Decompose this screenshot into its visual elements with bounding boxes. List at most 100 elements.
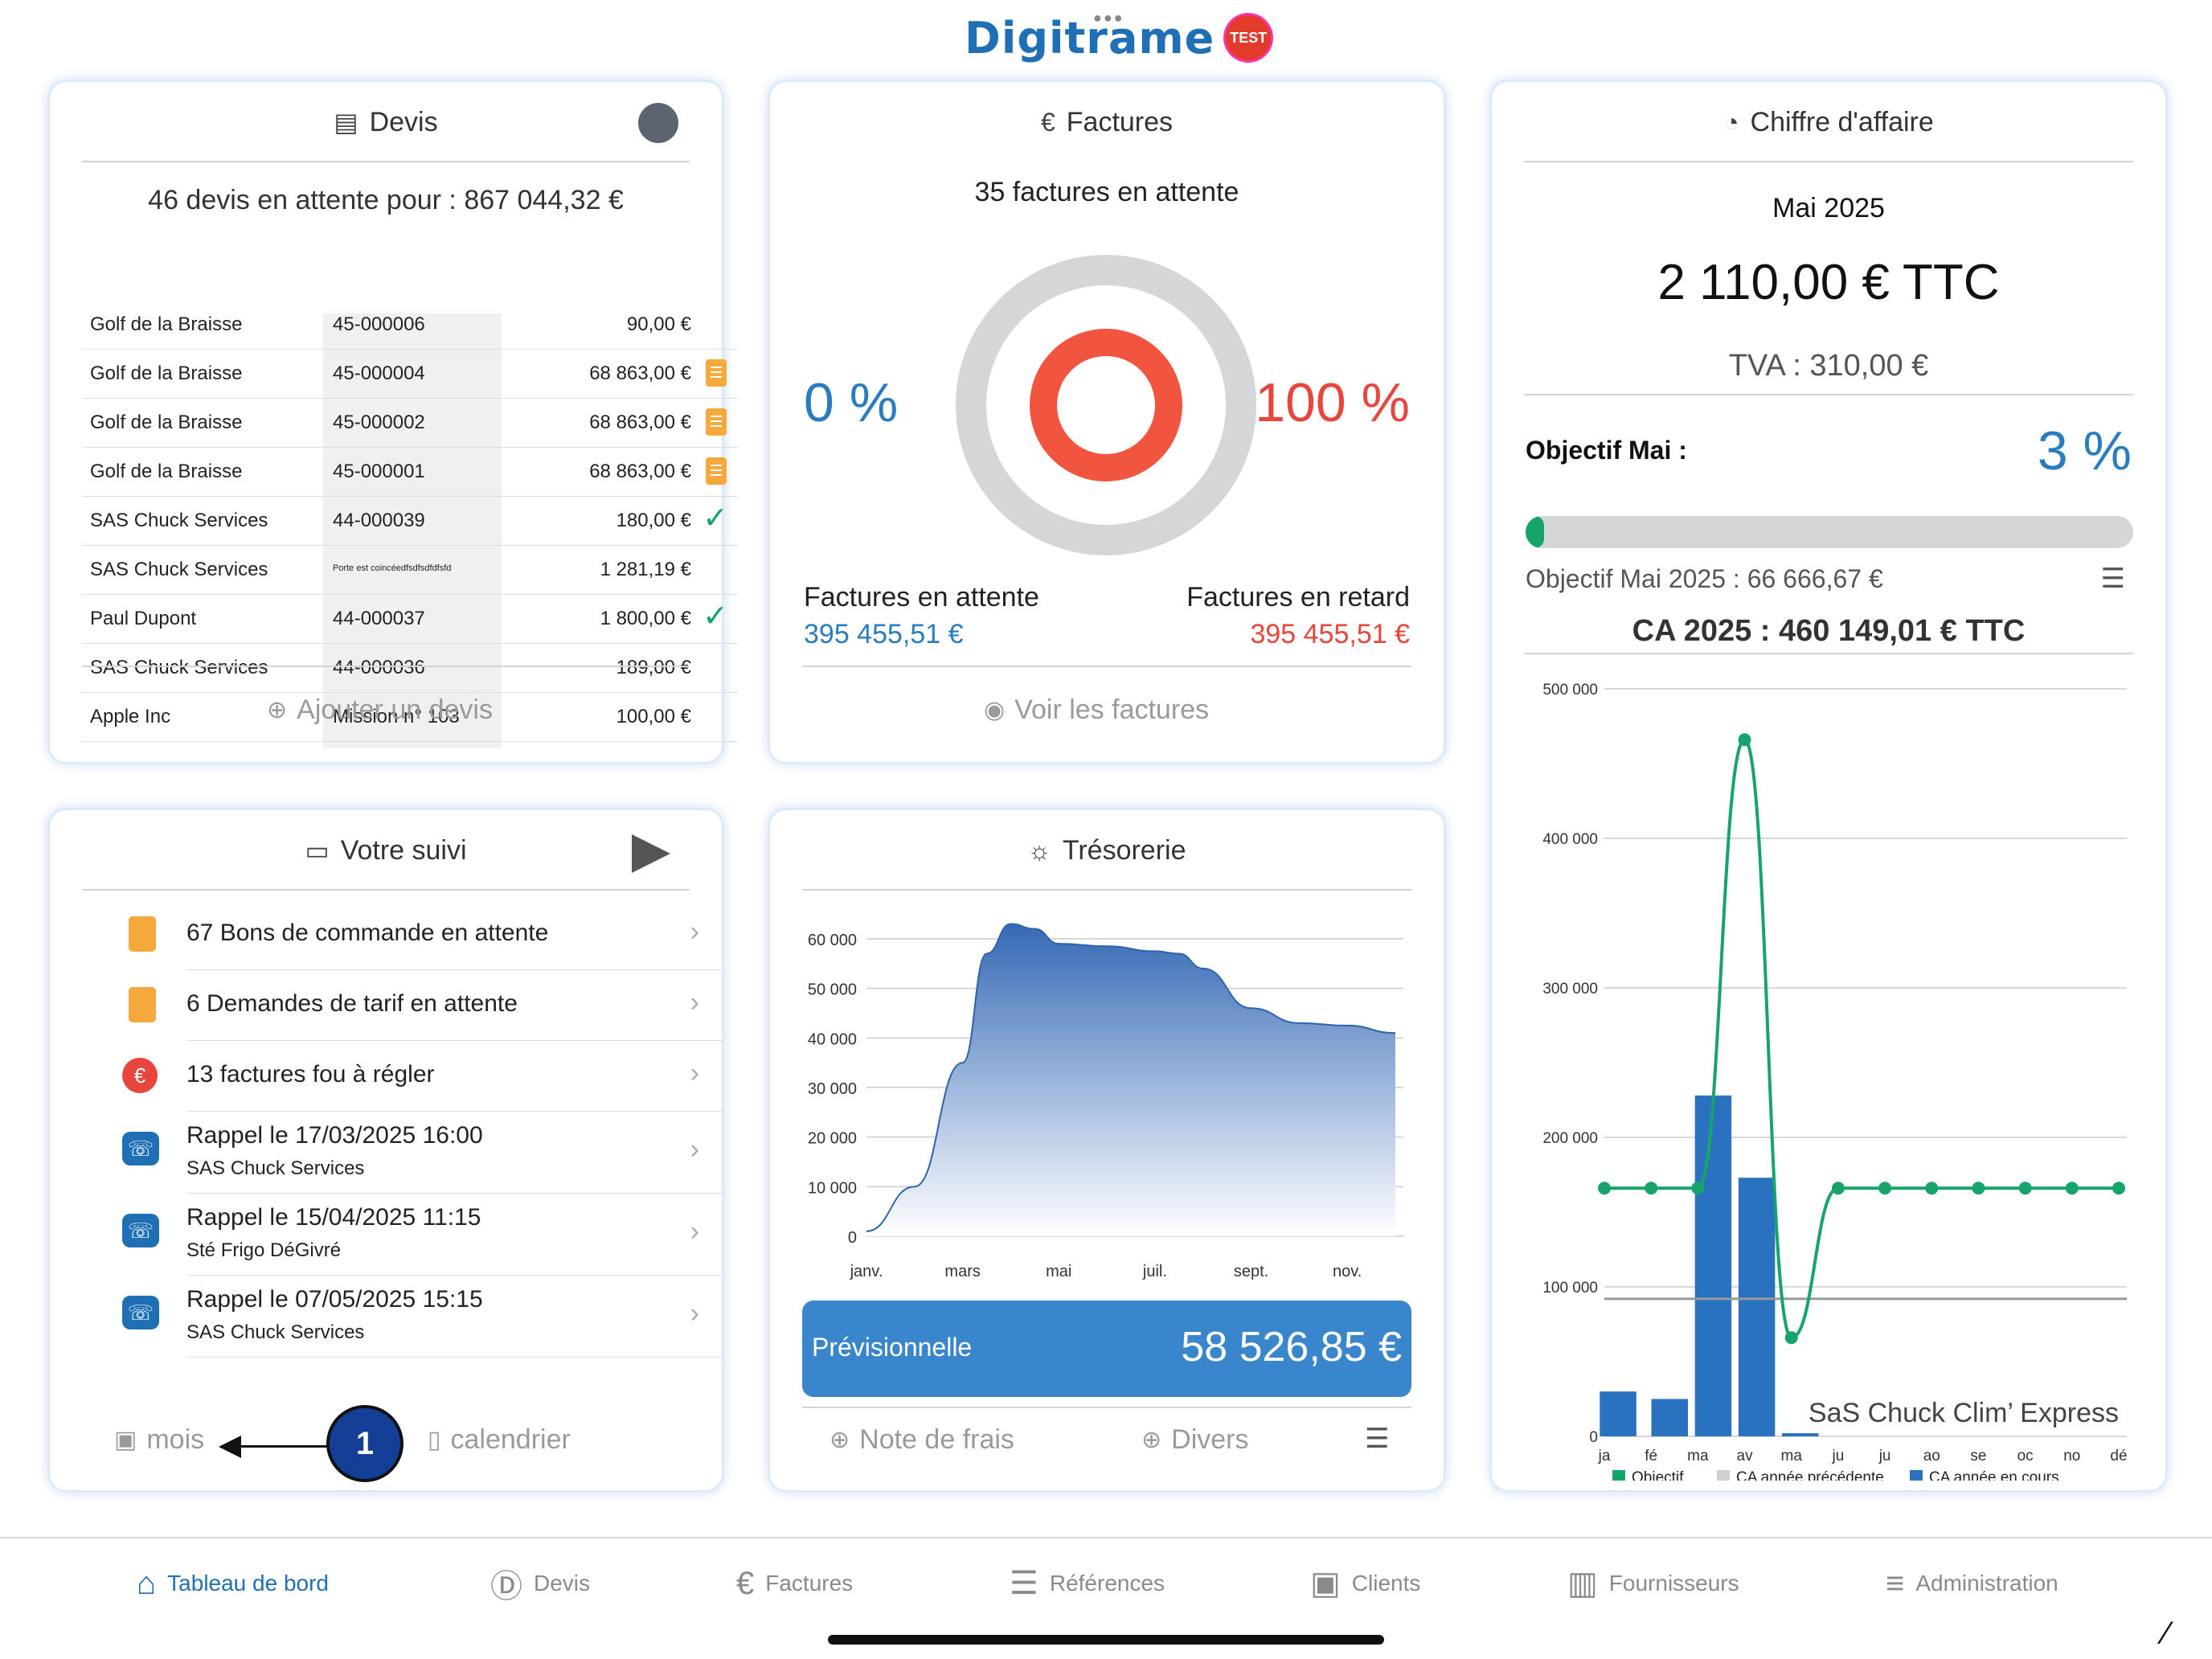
previsionnelle-amount: 58 526,85 €	[1181, 1324, 1402, 1370]
nav-item-fournisseurs[interactable]: ▥ Fournisseurs	[1567, 1559, 1739, 1608]
devis-ref: 44-000036	[333, 657, 425, 678]
suivi-item[interactable]: ☏ Rappel le 07/05/2025 15:15 SAS Chuck Ser…	[122, 1275, 723, 1358]
mois-button[interactable]: ▣ mois	[114, 1424, 204, 1456]
nav-item-références[interactable]: ☰ Références	[1010, 1559, 1165, 1608]
devis-row[interactable]: Golf de la Braisse 45-000002 68 863,00 €	[82, 399, 738, 448]
ca-bar	[1694, 1095, 1732, 1436]
pencil-icon[interactable]: ⁄	[2164, 1616, 2169, 1651]
treso-y-tick: 40 000	[808, 1030, 857, 1048]
nav-label: Tableau de bord	[167, 1571, 329, 1596]
play-icon[interactable]	[632, 834, 670, 873]
factures-donut	[956, 255, 1256, 555]
devis-amount: 68 863,00 €	[589, 412, 691, 433]
devis-client: Golf de la Braisse	[90, 313, 243, 335]
treso-x-tick: juil.	[1142, 1263, 1167, 1280]
ca-objective-point	[1831, 1182, 1845, 1195]
ca-objective-point	[1738, 733, 1751, 747]
nav-item-clients[interactable]: ▣ Clients	[1310, 1559, 1420, 1608]
ca-card-title: ◔ Chiffre d'affaire	[1492, 100, 2165, 145]
suivi-item[interactable]: €13 factures fou à régler ›	[122, 1040, 723, 1112]
ca-objective-point	[1878, 1182, 1892, 1195]
document-icon	[706, 408, 727, 436]
nav-item-administration[interactable]: ≡ Administration	[1886, 1559, 2058, 1608]
phone-icon: ☏	[122, 1296, 159, 1329]
ca-x-tick: ja	[1598, 1448, 1611, 1464]
previsionnelle-label: Prévisionnelle	[812, 1333, 973, 1362]
phone-icon: ☏	[122, 1132, 159, 1165]
suivi-item-text: 6 Demandes de tarif en attente	[186, 990, 518, 1017]
check-icon: ✓	[703, 600, 728, 633]
ca-settings-icon[interactable]: ☰	[2100, 563, 2125, 594]
ca-y-tick: 200 000	[1542, 1130, 1598, 1147]
list-icon: ☰	[1010, 1566, 1038, 1601]
tresorerie-settings-icon[interactable]: ☰	[1365, 1423, 1390, 1454]
ca-x-tick: ma	[1781, 1448, 1803, 1464]
bottom-nav-divider	[0, 1537, 2212, 1538]
devis-row[interactable]: Apple Inc Mission n° 103 100,00 €	[82, 693, 738, 742]
devis-ref: 45-000002	[333, 412, 425, 433]
devis-ref: 44-000037	[333, 608, 425, 629]
ca-objective-label: Objectif Mai :	[1526, 436, 1687, 465]
ca-objective-point	[2112, 1182, 2125, 1195]
devis-client: Paul Dupont	[90, 608, 197, 629]
note-frais-button[interactable]: ⊕ Note de frais	[830, 1424, 1014, 1456]
devis-row[interactable]: Golf de la Braisse 45-000004 68 863,00 €	[82, 350, 738, 399]
devis-status-dot[interactable]	[638, 103, 678, 143]
devis-client: Apple Inc	[90, 706, 171, 727]
calendrier-label: calendrier	[450, 1424, 571, 1455]
ca-bar	[1600, 1391, 1636, 1436]
view-factures-button[interactable]: ◉ Voir les factures	[984, 694, 1209, 726]
add-devis-button[interactable]: ⊕ Ajouter un devis	[267, 694, 493, 726]
suivi-item[interactable]: 6 Demandes de tarif en attente ›	[129, 969, 723, 1041]
treso-line	[866, 923, 1396, 1232]
treso-y-tick: 20 000	[808, 1130, 857, 1148]
nav-item-tableau-de-bord[interactable]: ⌂ Tableau de bord	[137, 1559, 329, 1608]
ca-x-tick: se	[1970, 1448, 1986, 1464]
tresorerie-title: Trésorerie	[1062, 834, 1186, 866]
ca-chart: 0 100 000 200 000 300 000 400 000 500 000 SaS …	[1542, 682, 2128, 1481]
document-icon	[706, 359, 727, 387]
factures-right-pct: 100 %	[1255, 372, 1410, 433]
tresorerie-card-title: ☼ Trésorerie	[770, 828, 1444, 873]
ca-x-tick: no	[2063, 1448, 2080, 1464]
devis-row[interactable]: SAS Chuck Services 44-000039 180,00 € ✓	[82, 497, 738, 546]
test-badge: TEST	[1226, 15, 1272, 60]
nav-item-devis[interactable]: Ⓓ Devis	[490, 1559, 590, 1608]
nav-item-factures[interactable]: € Factures	[736, 1559, 853, 1608]
home-icon: ⌂	[137, 1565, 157, 1601]
euro-icon: €	[736, 1565, 755, 1601]
divers-button[interactable]: ⊕ Divers	[1141, 1424, 1248, 1456]
ca-legend-swatch	[1910, 1470, 1923, 1481]
nav-label: Factures	[765, 1571, 854, 1596]
suivi-item[interactable]: ☏ Rappel le 15/04/2025 11:15 Sté Frigo DéG…	[122, 1193, 723, 1276]
calendrier-button[interactable]: ▯ calendrier	[428, 1424, 571, 1456]
plus-circle-icon: ⊕	[830, 1427, 850, 1453]
ca-x-tick: dé	[2110, 1448, 2127, 1464]
suivi-item[interactable]: 67 Bons de commande en attente ›	[129, 899, 723, 970]
devis-row[interactable]: Golf de la Braisse 45-000001 68 863,00 €	[82, 448, 738, 497]
devis-ref: 45-000006	[333, 313, 425, 335]
ca-objective-point	[2065, 1182, 2079, 1195]
document-icon	[129, 916, 156, 952]
devis-row[interactable]: SAS Chuck Services 44-000036 189,00 €	[82, 644, 738, 693]
ca-y-tick: 500 000	[1542, 682, 1598, 698]
suivi-item[interactable]: ☏ Rappel le 17/03/2025 16:00 SAS Chuck Ser…	[122, 1111, 723, 1194]
ca-legend-swatch	[1717, 1470, 1730, 1481]
plus-circle-icon: ⊕	[267, 697, 288, 723]
devis-ref: 45-000001	[333, 461, 425, 482]
treso-x-tick: mars	[944, 1263, 980, 1280]
ca-objective-pct: 3 %	[2037, 420, 2132, 481]
home-indicator	[828, 1635, 1384, 1645]
ca-objective-point	[1691, 1182, 1705, 1195]
ca-objective-point	[2018, 1182, 2032, 1195]
previsionnelle-banner[interactable]: Prévisionnelle 58 526,85 €	[802, 1301, 1411, 1397]
devis-row[interactable]: Paul Dupont 44-000037 1 800,00 € ✓	[82, 595, 738, 644]
devis-amount: 68 863,00 €	[589, 461, 691, 482]
devis-row[interactable]: SAS Chuck Services Porte est coincéedfsdf…	[82, 546, 738, 595]
sliders-icon: ≡	[1886, 1565, 1905, 1601]
ca-y-tick: 100 000	[1542, 1280, 1598, 1296]
devis-amount: 68 863,00 €	[589, 363, 691, 384]
devis-ref: Porte est coincéedfsdfsdfdfsfd	[333, 563, 452, 573]
sun-icon: ☼	[1027, 835, 1051, 865]
devis-row[interactable]: Golf de la Braisse 45-000006 90,00 €	[82, 301, 738, 350]
